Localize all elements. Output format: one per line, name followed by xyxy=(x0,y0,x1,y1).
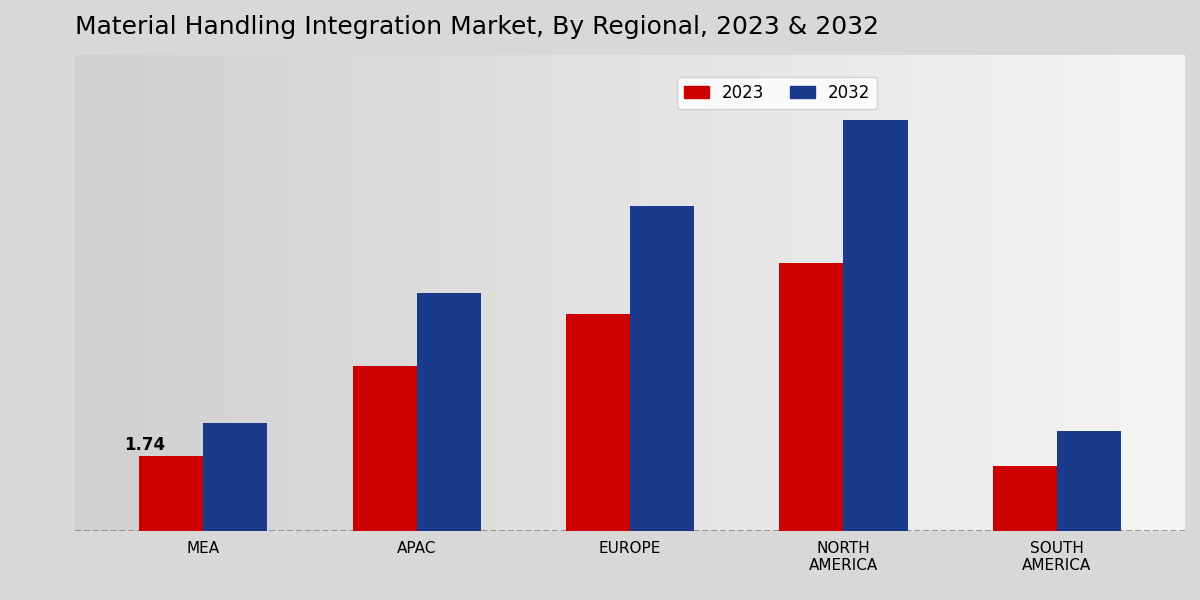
Bar xyxy=(630,206,694,531)
Bar xyxy=(353,367,416,531)
Bar xyxy=(416,293,480,531)
Text: 1.74: 1.74 xyxy=(124,436,166,454)
Bar xyxy=(992,466,1057,531)
Bar xyxy=(844,120,907,531)
Legend: 2023, 2032: 2023, 2032 xyxy=(677,77,877,109)
Bar xyxy=(139,455,203,531)
Bar xyxy=(566,314,630,531)
Bar xyxy=(1057,431,1121,531)
Bar xyxy=(780,263,844,531)
Bar xyxy=(203,422,268,531)
Text: Material Handling Integration Market, By Regional, 2023 & 2032: Material Handling Integration Market, By… xyxy=(74,15,878,39)
